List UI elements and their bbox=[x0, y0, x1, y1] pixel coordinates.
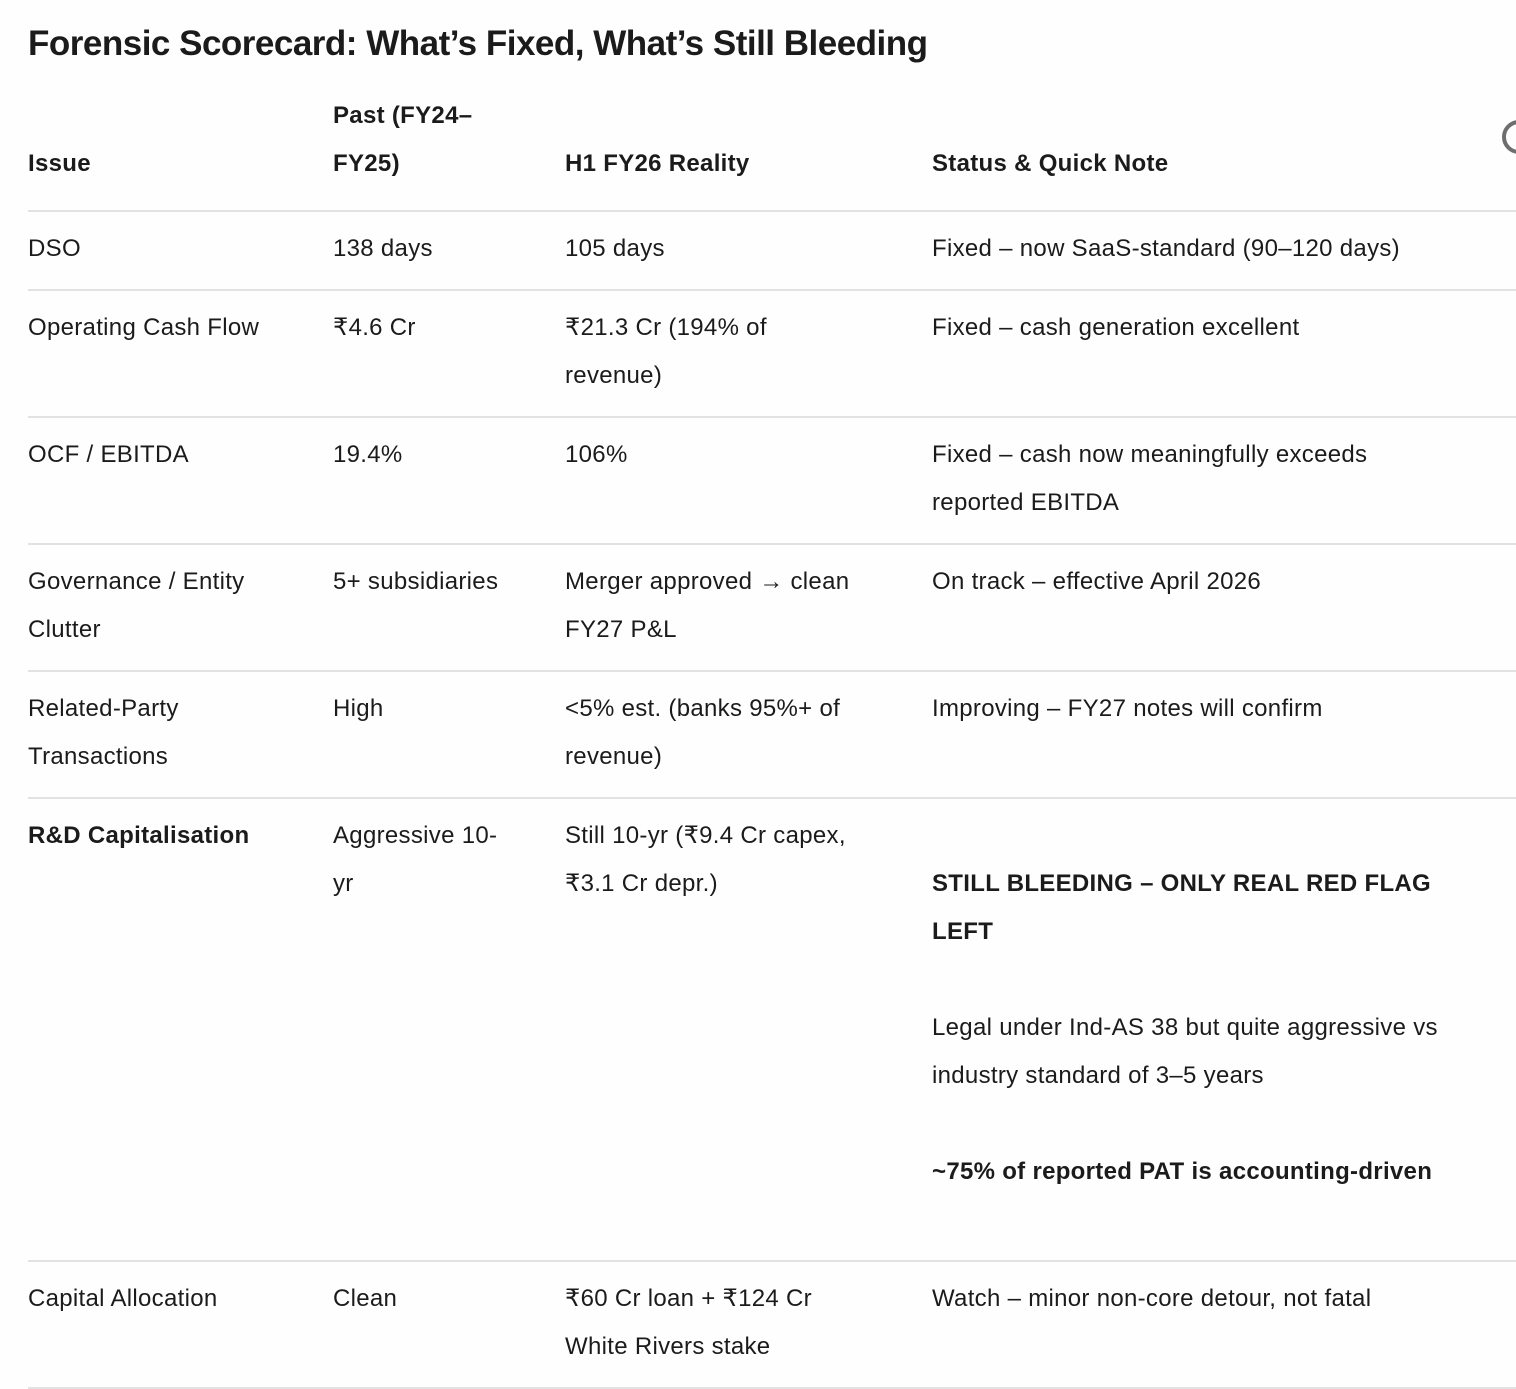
cell-status: STILL BLEEDING – ONLY REAL RED FLAG LEFT… bbox=[932, 798, 1516, 1262]
cell-h1-fy26: ₹21.3 Cr (194% of revenue) bbox=[565, 290, 932, 418]
table-row-governance: Governance / Entity Clutter 5+ subsidiar… bbox=[28, 544, 1516, 672]
cell-past: Clean bbox=[333, 1261, 565, 1389]
page-title: Forensic Scorecard: What’s Fixed, What’s… bbox=[28, 24, 928, 63]
cell-past: Aggressive 10- yr bbox=[333, 798, 565, 1262]
column-header-status: Status & Quick Note bbox=[932, 74, 1516, 212]
cell-issue: Related-Party Transactions bbox=[28, 671, 333, 799]
cell-past: ₹4.6 Cr bbox=[333, 290, 565, 418]
table-row-rd-capitalisation: R&D Capitalisation Aggressive 10- yr Sti… bbox=[28, 798, 1516, 1262]
cell-status: Fixed – cash now meaningfully exceeds re… bbox=[932, 417, 1516, 545]
table-row-related-party: Related-Party Transactions High <5% est.… bbox=[28, 671, 1516, 799]
forensic-scorecard-table: Issue Past (FY24– FY25) H1 FY26 Reality … bbox=[28, 74, 1516, 1389]
cell-h1-fy26: 106% bbox=[565, 417, 932, 545]
status-footnote: ~75% of reported PAT is accounting-drive… bbox=[932, 1158, 1433, 1185]
cell-h1-fy26: 105 days bbox=[565, 211, 932, 291]
cell-issue: Capital Allocation bbox=[28, 1261, 333, 1389]
cell-h1-fy26: ₹60 Cr loan + ₹124 Cr White Rivers stake bbox=[565, 1261, 932, 1389]
table-row-capital-allocation: Capital Allocation Clean ₹60 Cr loan + ₹… bbox=[28, 1261, 1516, 1389]
cell-status: Fixed – now SaaS-standard (90–120 days) bbox=[932, 211, 1516, 291]
table-header: Issue Past (FY24– FY25) H1 FY26 Reality … bbox=[28, 74, 1516, 212]
cell-past: 138 days bbox=[333, 211, 565, 291]
cell-issue: R&D Capitalisation bbox=[28, 798, 333, 1262]
cell-status: Watch – minor non-core detour, not fatal bbox=[932, 1261, 1516, 1389]
column-header-h1-fy26: H1 FY26 Reality bbox=[565, 74, 932, 212]
cell-h1-fy26: Merger approved → clean FY27 P&L bbox=[565, 544, 932, 672]
column-header-past: Past (FY24– FY25) bbox=[333, 74, 565, 212]
header-row: Issue Past (FY24– FY25) H1 FY26 Reality … bbox=[28, 74, 1516, 212]
table-row-ocf-ebitda: OCF / EBITDA 19.4% 106% Fixed – cash now… bbox=[28, 417, 1516, 545]
cell-past: High bbox=[333, 671, 565, 799]
table-row-dso: DSO 138 days 105 days Fixed – now SaaS-s… bbox=[28, 211, 1516, 291]
cell-past: 5+ subsidiaries bbox=[333, 544, 565, 672]
cell-issue: Operating Cash Flow bbox=[28, 290, 333, 418]
cell-status: On track – effective April 2026 bbox=[932, 544, 1516, 672]
cell-past: 19.4% bbox=[333, 417, 565, 545]
cell-h1-fy26: <5% est. (banks 95%+ of revenue) bbox=[565, 671, 932, 799]
table-body: DSO 138 days 105 days Fixed – now SaaS-s… bbox=[28, 211, 1516, 1389]
cell-issue: Governance / Entity Clutter bbox=[28, 544, 333, 672]
status-detail: Legal under Ind-AS 38 but quite aggressi… bbox=[932, 1014, 1438, 1089]
table-row-operating-cash-flow: Operating Cash Flow ₹4.6 Cr ₹21.3 Cr (19… bbox=[28, 290, 1516, 418]
cell-issue: DSO bbox=[28, 211, 333, 291]
status-headline: STILL BLEEDING – ONLY REAL RED FLAG LEFT bbox=[932, 870, 1432, 945]
cell-issue: OCF / EBITDA bbox=[28, 417, 333, 545]
column-header-issue: Issue bbox=[28, 74, 333, 212]
cell-status: Improving – FY27 notes will confirm bbox=[932, 671, 1516, 799]
cell-status: Fixed – cash generation excellent bbox=[932, 290, 1516, 418]
cell-h1-fy26: Still 10-yr (₹9.4 Cr capex, ₹3.1 Cr depr… bbox=[565, 798, 932, 1262]
